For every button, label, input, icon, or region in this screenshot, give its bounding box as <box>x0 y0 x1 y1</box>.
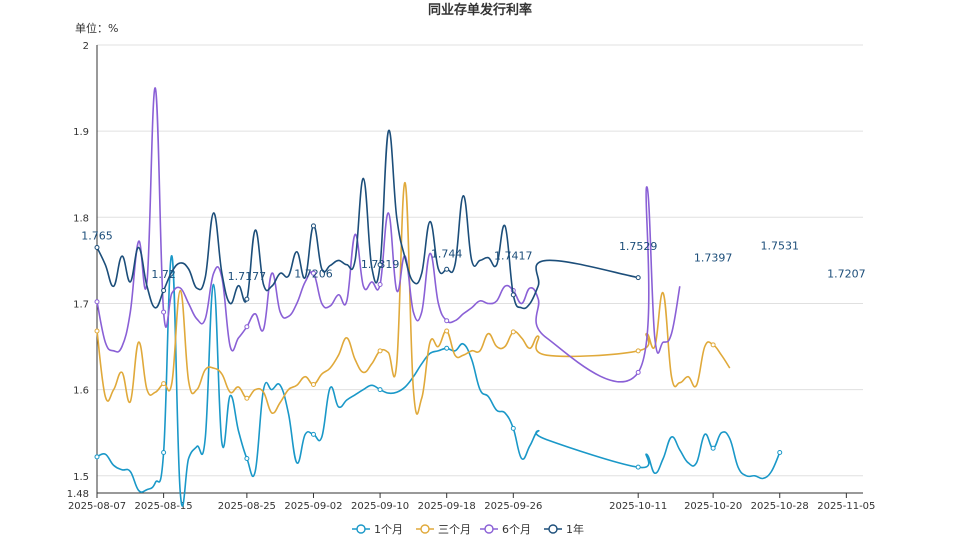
y-tick-label: 1.7 <box>73 299 89 310</box>
data-label: 1.7531 <box>760 240 799 253</box>
chart-title: 同业存单发行利率 <box>428 2 532 18</box>
axes: 1.48 1.5 1.6 1.7 1.8 1.9 2 2025-08-07 2025-08-15… <box>67 41 876 512</box>
series-point <box>510 292 516 298</box>
legend-label: 1个月 <box>374 523 403 536</box>
legend-marker <box>484 524 494 534</box>
data-label: 1.72 <box>151 268 176 281</box>
data-label: 1.7529 <box>619 240 658 253</box>
series-point <box>94 299 100 305</box>
x-tick-label: 2025-10-11 <box>609 501 667 512</box>
series-point <box>444 328 450 334</box>
y-tick-label: 1.48 <box>67 489 89 500</box>
series-point <box>94 328 100 334</box>
legend[interactable]: 1个月 三个月 6个月 1年 <box>352 522 584 536</box>
y-tick-label: 1.6 <box>73 386 89 397</box>
data-label: 1.765 <box>81 229 113 242</box>
data-label: 1.7397 <box>694 251 733 264</box>
legend-item[interactable]: 6个月 <box>480 523 531 536</box>
y-tick-label: 1.9 <box>73 127 89 138</box>
series-line-4 <box>96 129 639 310</box>
y-tick-label: 1.5 <box>73 472 89 483</box>
legend-marker <box>356 524 366 534</box>
series-point <box>635 464 641 470</box>
series-point <box>444 345 450 351</box>
legend-item[interactable]: 三个月 <box>416 523 471 536</box>
unit-label: 单位：% <box>75 21 118 35</box>
legend-marker <box>420 524 430 534</box>
data-label: 1.7206 <box>294 268 333 281</box>
series-point <box>377 282 383 288</box>
series-point <box>244 296 250 302</box>
x-tick-label: 2025-09-10 <box>351 501 409 512</box>
series-point <box>161 288 167 294</box>
data-label: 1.7417 <box>494 250 533 263</box>
y-tick-label: 2 <box>83 41 89 52</box>
series-point <box>161 450 167 456</box>
series-point <box>310 381 316 387</box>
series-point <box>244 395 250 401</box>
series-point <box>94 454 100 460</box>
series-point <box>377 387 383 393</box>
legend-marker <box>548 524 558 534</box>
x-tick-label: 2025-11-05 <box>817 501 875 512</box>
legend-item[interactable]: 1年 <box>544 522 584 536</box>
x-tick-label: 2025-09-02 <box>284 501 342 512</box>
series-point <box>635 369 641 375</box>
series-point <box>377 348 383 354</box>
series-point <box>444 318 450 324</box>
data-labels: 1.765 1.72 1.7177 1.7206 1.7319 1.744 1.7417 1.… <box>81 229 865 283</box>
series-point <box>510 329 516 335</box>
data-label: 1.744 <box>431 248 463 261</box>
y-tick-label: 1.8 <box>73 213 89 224</box>
series-point <box>94 244 100 250</box>
legend-label: 1年 <box>566 522 584 536</box>
series-point <box>310 431 316 437</box>
series-point <box>777 450 783 456</box>
series-point <box>710 342 716 348</box>
series-point <box>635 275 641 281</box>
series-lines <box>94 87 783 507</box>
x-tick-label: 2025-10-20 <box>684 501 742 512</box>
series-point <box>710 445 716 451</box>
legend-label: 三个月 <box>438 523 471 536</box>
series-point <box>161 309 167 315</box>
x-tick-label: 2025-08-15 <box>135 501 193 512</box>
x-tick-label: 2025-08-25 <box>218 501 276 512</box>
x-tick-label: 2025-09-18 <box>418 501 476 512</box>
x-tick-label: 2025-09-26 <box>484 501 542 512</box>
series-point <box>444 266 450 272</box>
series-point <box>244 456 250 462</box>
legend-item[interactable]: 1个月 <box>352 523 403 536</box>
series-point <box>510 425 516 431</box>
series-line-1 <box>96 255 781 507</box>
x-tick-label: 2025-10-28 <box>751 501 809 512</box>
grid-lines <box>97 44 863 494</box>
data-label: 1.7319 <box>361 258 400 271</box>
data-label: 1.7177 <box>228 270 267 283</box>
series-point <box>377 262 383 268</box>
series-line-3 <box>96 87 681 383</box>
series-point <box>310 270 316 276</box>
series-point <box>161 381 167 387</box>
data-label: 1.7207 <box>827 268 866 281</box>
series-point <box>244 324 250 330</box>
legend-label: 6个月 <box>502 523 531 536</box>
series-point <box>310 223 316 229</box>
x-tick-label: 2025-08-07 <box>68 501 126 512</box>
series-point <box>635 348 641 354</box>
